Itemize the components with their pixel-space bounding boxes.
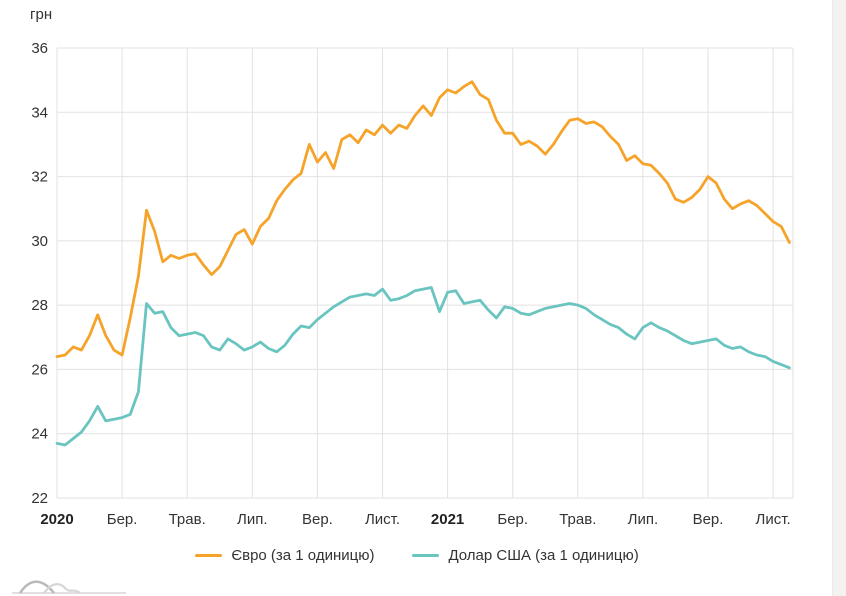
y-tick-label: 34 [31, 104, 48, 121]
x-tick-label: Трав. [559, 511, 596, 528]
y-tick-label: 26 [31, 361, 48, 378]
y-tick-label: 24 [31, 426, 48, 443]
y-tick-label: 32 [31, 169, 48, 186]
x-tick-label: 2020 [40, 511, 73, 528]
exchange-rate-line-chart[interactable]: 36 34 32 30 28 26 24 22 2020 Бер. Трав. Лип. Вер. Лис… [0, 0, 846, 540]
chart-watermark-logo [10, 576, 128, 596]
x-tick-label: 2021 [431, 511, 464, 528]
y-tick-label: 22 [31, 490, 48, 507]
legend-swatch-usd [412, 554, 440, 557]
y-axis-unit-label: грн [30, 6, 53, 23]
logo-hill-light [43, 583, 81, 594]
x-tick-label: Бер. [107, 511, 138, 528]
legend-item-eur[interactable]: Євро (за 1 одиницю) [195, 547, 374, 564]
series-line-eur [55, 80, 791, 359]
legend-item-usd[interactable]: Долар США (за 1 одиницю) [412, 547, 639, 564]
x-tick-label: Вер. [693, 511, 724, 528]
legend-swatch-eur [195, 554, 223, 557]
x-tick-label: Трав. [169, 511, 206, 528]
x-tick-label: Вер. [302, 511, 333, 528]
series-line-usd [55, 286, 791, 447]
x-tick-label: Лист. [365, 511, 400, 528]
legend-label-usd: Долар США (за 1 одиницю) [448, 547, 639, 564]
legend-label-eur: Євро (за 1 одиницю) [231, 547, 375, 564]
x-tick-label: Лист. [756, 511, 791, 528]
x-tick-label: Лип. [237, 511, 268, 528]
chart-legend: Євро (за 1 одиницю) Долар США (за 1 одини… [0, 547, 834, 564]
y-tick-label: 36 [31, 40, 48, 57]
y-tick-label: 30 [31, 233, 48, 250]
x-tick-label: Бер. [497, 511, 528, 528]
scrollbar-track[interactable] [832, 0, 846, 596]
y-tick-label: 28 [31, 297, 48, 314]
x-tick-label: Лип. [628, 511, 659, 528]
logo-hill-dark [19, 580, 55, 594]
